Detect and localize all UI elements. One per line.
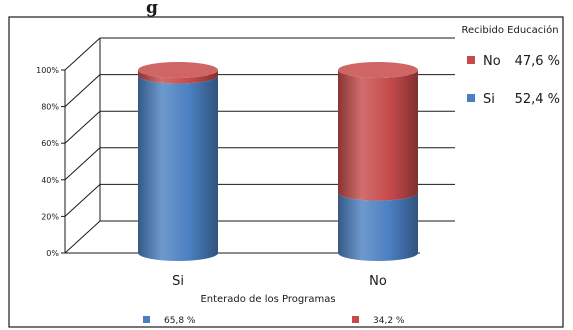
legend-label: No: [483, 54, 501, 69]
bar-top-Si: [138, 62, 218, 78]
bar-No-No: [338, 70, 418, 201]
legend-label: Si: [483, 92, 495, 107]
bottom-legend: 65,8 % 34,2 %: [143, 316, 405, 326]
bottom-legend-swatch: [143, 316, 150, 323]
legend: No 47,6 % Si 52,4 %: [467, 54, 560, 107]
chart-frame: [8, 16, 564, 328]
bottom-legend-swatch: [352, 316, 359, 323]
y-tick-label: 20%: [41, 212, 59, 221]
gridline-diagonal: [64, 37, 101, 71]
legend-value: 52,4 %: [515, 92, 560, 107]
legend-title: Recibido Educación: [461, 24, 558, 36]
y-tick-label: 60%: [41, 139, 59, 148]
x-tick-label: No: [369, 274, 387, 289]
y-tick-label: 40%: [41, 176, 59, 185]
bars: [138, 62, 418, 262]
bottom-legend-value: 65,8 %: [164, 316, 196, 326]
legend-swatch: [467, 56, 475, 64]
gridline-diagonal: [64, 74, 101, 107]
y-tick-label: 0%: [46, 249, 59, 258]
y-tick-label: 80%: [41, 103, 59, 112]
bar-top-No: [338, 62, 418, 78]
legend-swatch: [467, 94, 475, 102]
x-tick-label: Si: [172, 274, 184, 289]
bar-Si-Si: [138, 75, 219, 262]
bottom-legend-value: 34,2 %: [373, 316, 405, 326]
bar-Si-No: [138, 70, 219, 84]
legend-value: 47,6 %: [515, 54, 560, 69]
labels: 0% 20% 40% 60% 80% 100% Si No: [36, 66, 387, 289]
gridline-diagonal: [64, 220, 101, 254]
x-axis-title: Enterado de los Programas: [200, 294, 335, 305]
bar-No-Si: [338, 192, 418, 261]
gridline-diagonal: [64, 110, 101, 144]
gridline-diagonal: [64, 147, 101, 181]
gridline-diagonal: [64, 184, 101, 217]
y-tick-label: 100%: [36, 66, 59, 75]
chart-title-fragment: g: [146, 0, 158, 18]
